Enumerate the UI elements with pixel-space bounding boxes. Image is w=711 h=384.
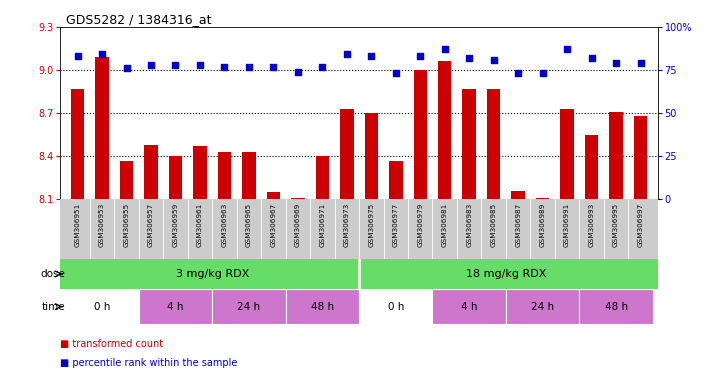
Text: GSM306961: GSM306961 [197, 202, 203, 247]
Point [610, 60, 621, 66]
Text: 4 h: 4 h [461, 301, 478, 312]
Text: GSM306995: GSM306995 [613, 202, 619, 247]
Bar [218, 152, 231, 384]
Text: 4 h: 4 h [167, 301, 183, 312]
Bar [359, 289, 432, 324]
Text: GSM306975: GSM306975 [368, 202, 374, 247]
Point [121, 65, 132, 71]
Bar [585, 135, 599, 384]
Text: GSM306997: GSM306997 [638, 202, 643, 247]
Text: 18 mg/kg RDX: 18 mg/kg RDX [466, 269, 546, 279]
Bar [291, 198, 304, 384]
Text: GSM306973: GSM306973 [344, 202, 350, 247]
Point [72, 53, 83, 59]
Text: 48 h: 48 h [604, 301, 628, 312]
Text: GSM306993: GSM306993 [589, 202, 594, 247]
Text: GSM306967: GSM306967 [270, 202, 277, 247]
Bar [365, 113, 378, 384]
Text: time: time [42, 301, 65, 312]
Text: 24 h: 24 h [531, 301, 554, 312]
Point [268, 63, 279, 70]
Bar [506, 289, 579, 324]
Point [415, 53, 426, 59]
Bar [340, 109, 353, 384]
Bar [65, 289, 139, 324]
Text: 48 h: 48 h [311, 301, 334, 312]
Text: GSM306983: GSM306983 [466, 202, 472, 247]
Bar [487, 89, 501, 384]
Text: 0 h: 0 h [387, 301, 404, 312]
Bar [212, 289, 286, 324]
Text: GSM306989: GSM306989 [540, 202, 545, 247]
Point [488, 56, 499, 63]
Text: GSM306963: GSM306963 [221, 202, 228, 247]
Bar [560, 109, 574, 384]
Bar [316, 156, 329, 384]
Bar [462, 89, 476, 384]
Bar [414, 70, 427, 384]
Bar [267, 192, 280, 384]
Point [439, 46, 450, 52]
Text: ■ transformed count: ■ transformed count [60, 339, 164, 349]
Point [365, 53, 377, 59]
Point [316, 63, 328, 70]
Text: GSM306955: GSM306955 [124, 202, 129, 247]
Text: GSM306969: GSM306969 [295, 202, 301, 247]
Bar [242, 152, 256, 384]
Text: GSM306965: GSM306965 [246, 202, 252, 247]
Bar [438, 61, 451, 384]
Text: GSM306957: GSM306957 [148, 202, 154, 247]
Point [562, 46, 573, 52]
Point [586, 55, 597, 61]
Point [390, 70, 402, 76]
Point [194, 62, 205, 68]
Text: dose: dose [41, 269, 65, 279]
Point [635, 60, 646, 66]
Point [537, 70, 548, 76]
Bar [536, 198, 550, 384]
Point [97, 51, 108, 58]
Bar [432, 289, 506, 324]
Bar [119, 161, 133, 384]
Text: 0 h: 0 h [94, 301, 110, 312]
Point [170, 62, 181, 68]
Text: ■ percentile rank within the sample: ■ percentile rank within the sample [60, 358, 237, 368]
Text: GSM306953: GSM306953 [99, 202, 105, 247]
Point [341, 51, 353, 58]
Point [513, 70, 524, 76]
Bar [71, 89, 85, 384]
Text: 3 mg/kg RDX: 3 mg/kg RDX [176, 269, 249, 279]
Bar [286, 289, 359, 324]
Point [464, 55, 475, 61]
Bar [169, 156, 182, 384]
Text: GSM306985: GSM306985 [491, 202, 497, 247]
Bar [634, 116, 647, 384]
Bar [95, 57, 109, 384]
Bar [389, 161, 402, 384]
Bar [144, 145, 158, 384]
Bar [511, 191, 525, 384]
Text: GSM306977: GSM306977 [392, 202, 399, 247]
Text: GSM306991: GSM306991 [564, 202, 570, 247]
Text: GDS5282 / 1384316_at: GDS5282 / 1384316_at [66, 13, 212, 26]
Text: 24 h: 24 h [237, 301, 260, 312]
Bar [579, 289, 653, 324]
Point [243, 63, 255, 70]
Text: GSM306951: GSM306951 [75, 202, 80, 247]
Text: GSM306981: GSM306981 [442, 202, 448, 247]
Bar [193, 146, 207, 384]
Point [219, 63, 230, 70]
Bar [139, 289, 212, 324]
Point [145, 62, 156, 68]
Text: GSM306959: GSM306959 [173, 202, 178, 247]
Bar [609, 112, 623, 384]
Text: GSM306987: GSM306987 [515, 202, 521, 247]
Point [292, 69, 304, 75]
Text: GSM306971: GSM306971 [319, 202, 326, 247]
Text: GSM306979: GSM306979 [417, 202, 423, 247]
